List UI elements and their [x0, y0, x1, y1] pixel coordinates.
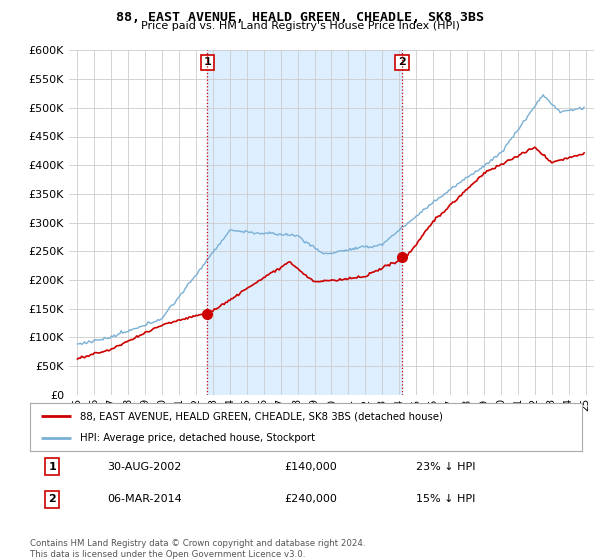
Text: Contains HM Land Registry data © Crown copyright and database right 2024.
This d: Contains HM Land Registry data © Crown c…: [30, 539, 365, 559]
Text: 2: 2: [398, 57, 406, 67]
Text: 1: 1: [48, 461, 56, 472]
Text: 23% ↓ HPI: 23% ↓ HPI: [416, 461, 476, 472]
Text: 30-AUG-2002: 30-AUG-2002: [107, 461, 182, 472]
Text: 1: 1: [203, 57, 211, 67]
Text: £140,000: £140,000: [284, 461, 337, 472]
Text: 15% ↓ HPI: 15% ↓ HPI: [416, 494, 476, 505]
Text: 88, EAST AVENUE, HEALD GREEN, CHEADLE, SK8 3BS: 88, EAST AVENUE, HEALD GREEN, CHEADLE, S…: [116, 11, 484, 24]
Text: £240,000: £240,000: [284, 494, 337, 505]
Text: HPI: Average price, detached house, Stockport: HPI: Average price, detached house, Stoc…: [80, 433, 315, 443]
Bar: [208, 50, 402, 395]
Text: 88, EAST AVENUE, HEALD GREEN, CHEADLE, SK8 3BS (detached house): 88, EAST AVENUE, HEALD GREEN, CHEADLE, S…: [80, 411, 443, 421]
Text: 2: 2: [48, 494, 56, 505]
Text: Price paid vs. HM Land Registry's House Price Index (HPI): Price paid vs. HM Land Registry's House …: [140, 21, 460, 31]
Text: 06-MAR-2014: 06-MAR-2014: [107, 494, 182, 505]
